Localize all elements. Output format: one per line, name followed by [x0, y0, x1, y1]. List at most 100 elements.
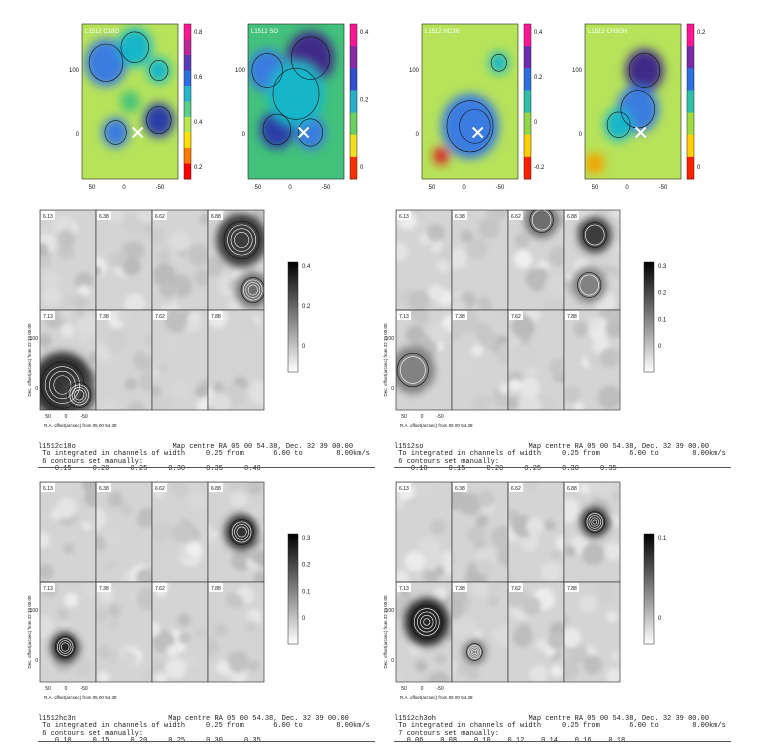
- colorbar-tick-label: 0: [360, 165, 364, 171]
- noise-blob: [96, 607, 108, 623]
- noise-blob: [74, 657, 92, 676]
- noise-blob: [109, 252, 125, 268]
- velocity-label: 6.38: [99, 486, 109, 492]
- velocity-label-box: [41, 311, 55, 320]
- map-label: L1512 HC3N: [425, 29, 460, 35]
- noise-blob: [452, 599, 464, 620]
- x-tick-label: -50: [436, 414, 443, 420]
- colorbar-frame: [183, 23, 192, 180]
- noise-blob: [518, 394, 542, 410]
- channel-panel: 6.13: [39, 209, 97, 311]
- noise-blob: [40, 532, 50, 549]
- colorbar-segment: [687, 46, 694, 69]
- contour-line: [88, 43, 124, 82]
- noise-blob: [74, 310, 86, 319]
- velocity-label: 6.62: [155, 486, 165, 492]
- noise-blob: [100, 399, 117, 410]
- integrated-map-3: L1512 HC3N 100 0 50 0 -50 0.4 0.2 0 -0.2: [409, 23, 545, 191]
- noise-blob: [103, 527, 122, 546]
- noise-blob: [158, 362, 169, 374]
- info-level: 0.35: [206, 465, 223, 473]
- noise-blob: [476, 559, 494, 576]
- velocity-label: 7.62: [511, 314, 521, 320]
- noise-blob: [607, 251, 620, 267]
- colorbar-tick-label: 0.4: [534, 30, 543, 36]
- noise-blob: [547, 632, 564, 651]
- contour-line: [531, 210, 552, 231]
- colorbar-tick-label: 0.2: [302, 563, 311, 569]
- velocity-label-box: [41, 583, 55, 592]
- info-line2: 7 contours set manually:: [398, 729, 500, 738]
- contour-line: [470, 648, 478, 656]
- noise-blob: [467, 238, 488, 259]
- noise-blob: [253, 571, 264, 582]
- noise-blob: [548, 358, 564, 377]
- noise-blob: [154, 672, 168, 682]
- velocity-label: 7.38: [99, 314, 109, 320]
- x-axis-label: R.A. offset(arcsec) from 05 00 54.38: [44, 423, 117, 428]
- noise-blob: [170, 378, 191, 400]
- map-frame: [584, 23, 682, 180]
- contour-line: [620, 90, 655, 129]
- emission-blob: [489, 51, 509, 74]
- velocity-label-box: [209, 583, 223, 592]
- info-line1: To integrated in channels of width 0.25 …: [398, 722, 726, 730]
- noise-blob: [81, 582, 96, 600]
- channel-panel: 7.13: [395, 581, 453, 683]
- noise-blob: [436, 259, 450, 273]
- info-centre: Map centre RA 05 00 54.38, Dec. 32 39 00…: [172, 442, 354, 451]
- contour-line: [234, 232, 249, 248]
- emission-spot: [524, 210, 559, 238]
- noise-blob: [434, 565, 445, 576]
- noise-blob: [426, 223, 445, 242]
- colorbar-tick-label: 0.6: [194, 75, 203, 81]
- x-tick-label: -50: [80, 414, 87, 420]
- channel-panel: 6.38: [95, 481, 153, 583]
- velocity-label: 7.13: [43, 586, 53, 592]
- noise-blob: [519, 376, 541, 398]
- y-tick-label: 100: [69, 68, 80, 74]
- divider: [38, 467, 375, 468]
- velocity-label-box: [97, 583, 111, 592]
- colorbar-segment: [184, 24, 191, 40]
- contour-line: [231, 521, 252, 543]
- divider: [394, 467, 731, 468]
- noise-blob: [189, 637, 208, 660]
- noise-blob: [136, 210, 152, 223]
- noise-blob: [152, 621, 161, 637]
- noise-blob: [514, 232, 530, 249]
- info-level: 0.15: [54, 465, 72, 473]
- velocity-label: 7.38: [455, 314, 465, 320]
- velocity-label: 6.88: [567, 486, 577, 492]
- velocity-label: 6.62: [155, 214, 165, 220]
- channel-panel: 6.38: [451, 481, 509, 583]
- y-axis-label: Dec. offset(arcsec) from 32 39 00.00: [27, 323, 32, 396]
- noise-blob: [541, 561, 562, 582]
- colorbar-segment: [687, 112, 694, 136]
- colorbar-tick-label: 0.1: [302, 589, 311, 595]
- velocity-label: 7.88: [567, 314, 577, 320]
- noise-blob: [177, 613, 191, 627]
- channel-panel: 7.88: [207, 581, 265, 683]
- noise-blob: [210, 392, 231, 410]
- noise-blob: [82, 504, 96, 525]
- noise-blob: [40, 333, 53, 348]
- channel-panel: 6.62: [151, 481, 209, 583]
- noise-blob: [78, 333, 89, 344]
- noise-blob: [396, 671, 404, 682]
- velocity-label-box: [397, 583, 411, 592]
- panel-frame: [563, 581, 621, 683]
- contour-line: [585, 224, 605, 246]
- velocity-label-box: [41, 211, 55, 220]
- channel-panel: 7.62: [507, 309, 565, 411]
- velocity-label: 7.13: [399, 586, 409, 592]
- channel-panel: 6.13: [395, 481, 453, 583]
- velocity-label: 6.38: [99, 214, 109, 220]
- noise-blob: [582, 542, 605, 566]
- emission-blob: [604, 108, 633, 142]
- contour-line: [472, 650, 477, 654]
- noise-blob: [522, 482, 539, 492]
- colorbar-segment: [184, 132, 191, 149]
- noise-blob: [508, 396, 519, 410]
- noise-blob: [248, 660, 260, 672]
